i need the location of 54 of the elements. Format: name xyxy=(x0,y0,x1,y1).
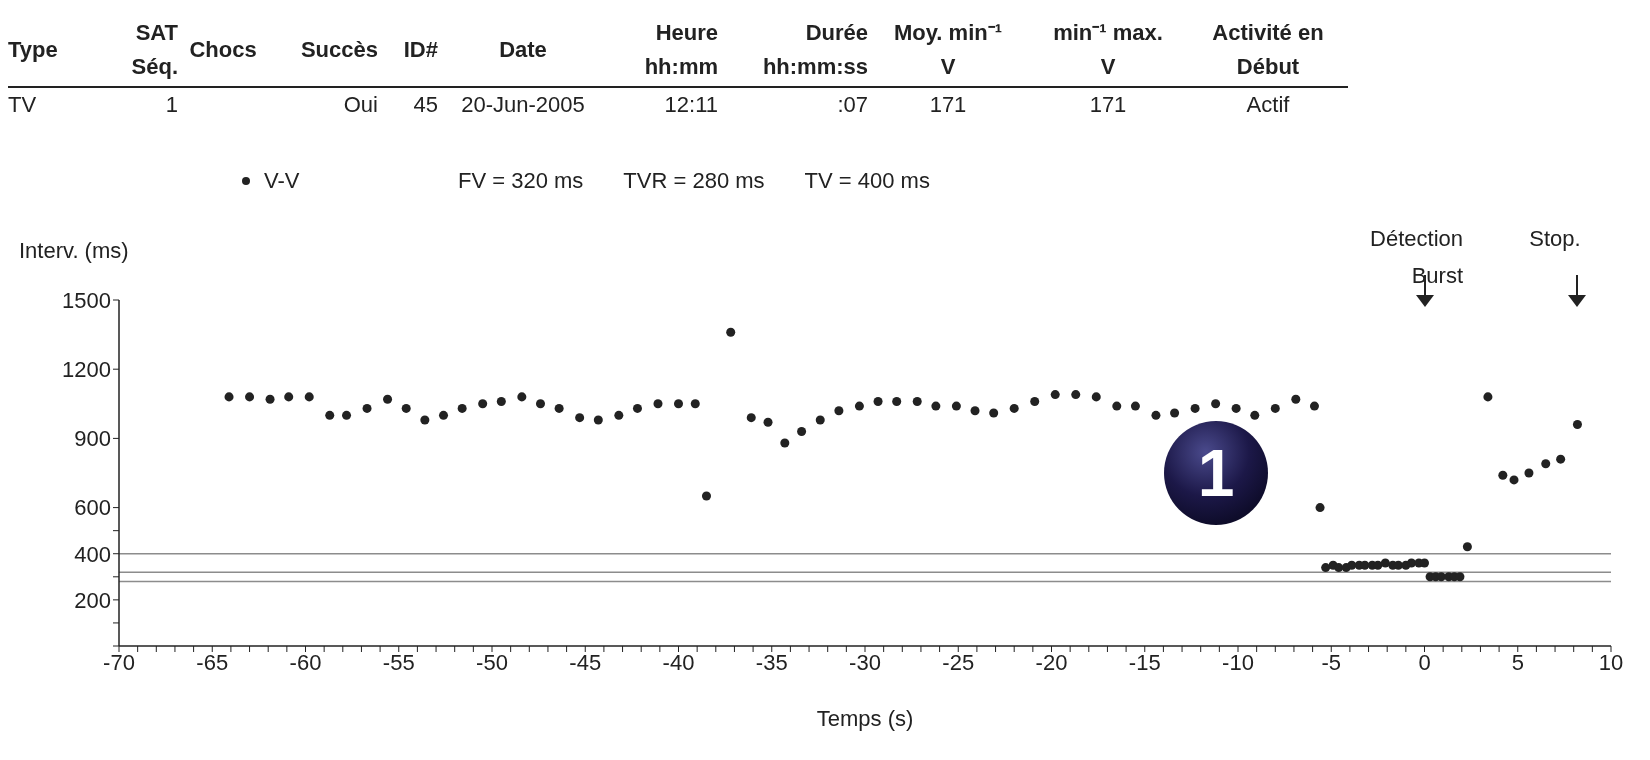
category-label: Moy. min⁻¹ V xyxy=(893,19,1003,81)
x-tick-label: -40 xyxy=(662,649,695,675)
category-label: Heure hh:mm xyxy=(643,19,718,81)
x-tick-label: -5 xyxy=(1321,649,1342,675)
category-label: SAT Séq. xyxy=(130,19,178,81)
text: 171 xyxy=(1088,91,1128,119)
text: FV = 320 ms xyxy=(458,168,584,194)
x-tick-label: -30 xyxy=(849,649,881,675)
text: 1 xyxy=(164,91,178,119)
text: Détection Burst xyxy=(1369,225,1463,290)
y-tick-label: 900 xyxy=(74,426,111,452)
y-tick-label: 1500 xyxy=(62,287,111,313)
text: Stop. xyxy=(1528,225,1582,253)
x-tick-label: -10 xyxy=(1222,649,1254,675)
x-tick-label: -50 xyxy=(476,649,508,675)
text: 171 xyxy=(928,91,968,119)
x-tick-label: -20 xyxy=(1035,649,1068,675)
category-label: Type xyxy=(8,36,59,64)
x-tick-label: -60 xyxy=(289,649,322,675)
x-tick-label: 5 xyxy=(1511,649,1524,675)
category-label: Activité en Début xyxy=(1211,19,1325,81)
y-tick-label: 600 xyxy=(74,495,111,521)
y-tick-label: 200 xyxy=(74,587,111,613)
x-tick-label: -45 xyxy=(569,649,602,675)
x-tick-label: -65 xyxy=(196,649,229,675)
annotation: 1 xyxy=(1197,436,1234,510)
x-tick-label: -55 xyxy=(382,649,415,675)
category-label: Chocs xyxy=(188,36,258,64)
text: Oui xyxy=(342,91,378,119)
x-tick-label: -35 xyxy=(755,649,788,675)
x-tick-label: -70 xyxy=(103,649,135,675)
text: 12:11 xyxy=(663,91,718,119)
x-axis-title: Temps (s) xyxy=(816,706,914,731)
y-tick-label: 400 xyxy=(74,541,111,567)
text: TVR = 280 ms xyxy=(623,168,765,194)
x-tick-label: 10 xyxy=(1598,649,1624,675)
numbered-circle-icon: 1 xyxy=(1162,420,1269,526)
legend-label: V-V xyxy=(264,168,300,194)
x-tick-label: -15 xyxy=(1128,649,1161,675)
x-tick-label: -25 xyxy=(942,649,975,675)
text: Actif xyxy=(1245,91,1291,119)
text: TV xyxy=(8,91,38,119)
text: 20-Jun-2005 xyxy=(460,91,586,119)
text: 45 xyxy=(412,91,438,119)
y-axis-title: Interv. (ms) xyxy=(19,238,129,264)
category-label: Durée hh:mm:ss xyxy=(761,19,868,81)
category-label: min⁻¹ max. V xyxy=(1052,19,1164,81)
x-tick-label: 0 xyxy=(1418,649,1431,675)
category-label: Succès xyxy=(299,36,378,64)
category-label: Date xyxy=(498,36,548,64)
text: :07 xyxy=(836,91,868,119)
category-label: ID# xyxy=(402,36,438,64)
y-tick-label: 1200 xyxy=(62,357,111,383)
text: TV = 400 ms xyxy=(804,168,930,194)
